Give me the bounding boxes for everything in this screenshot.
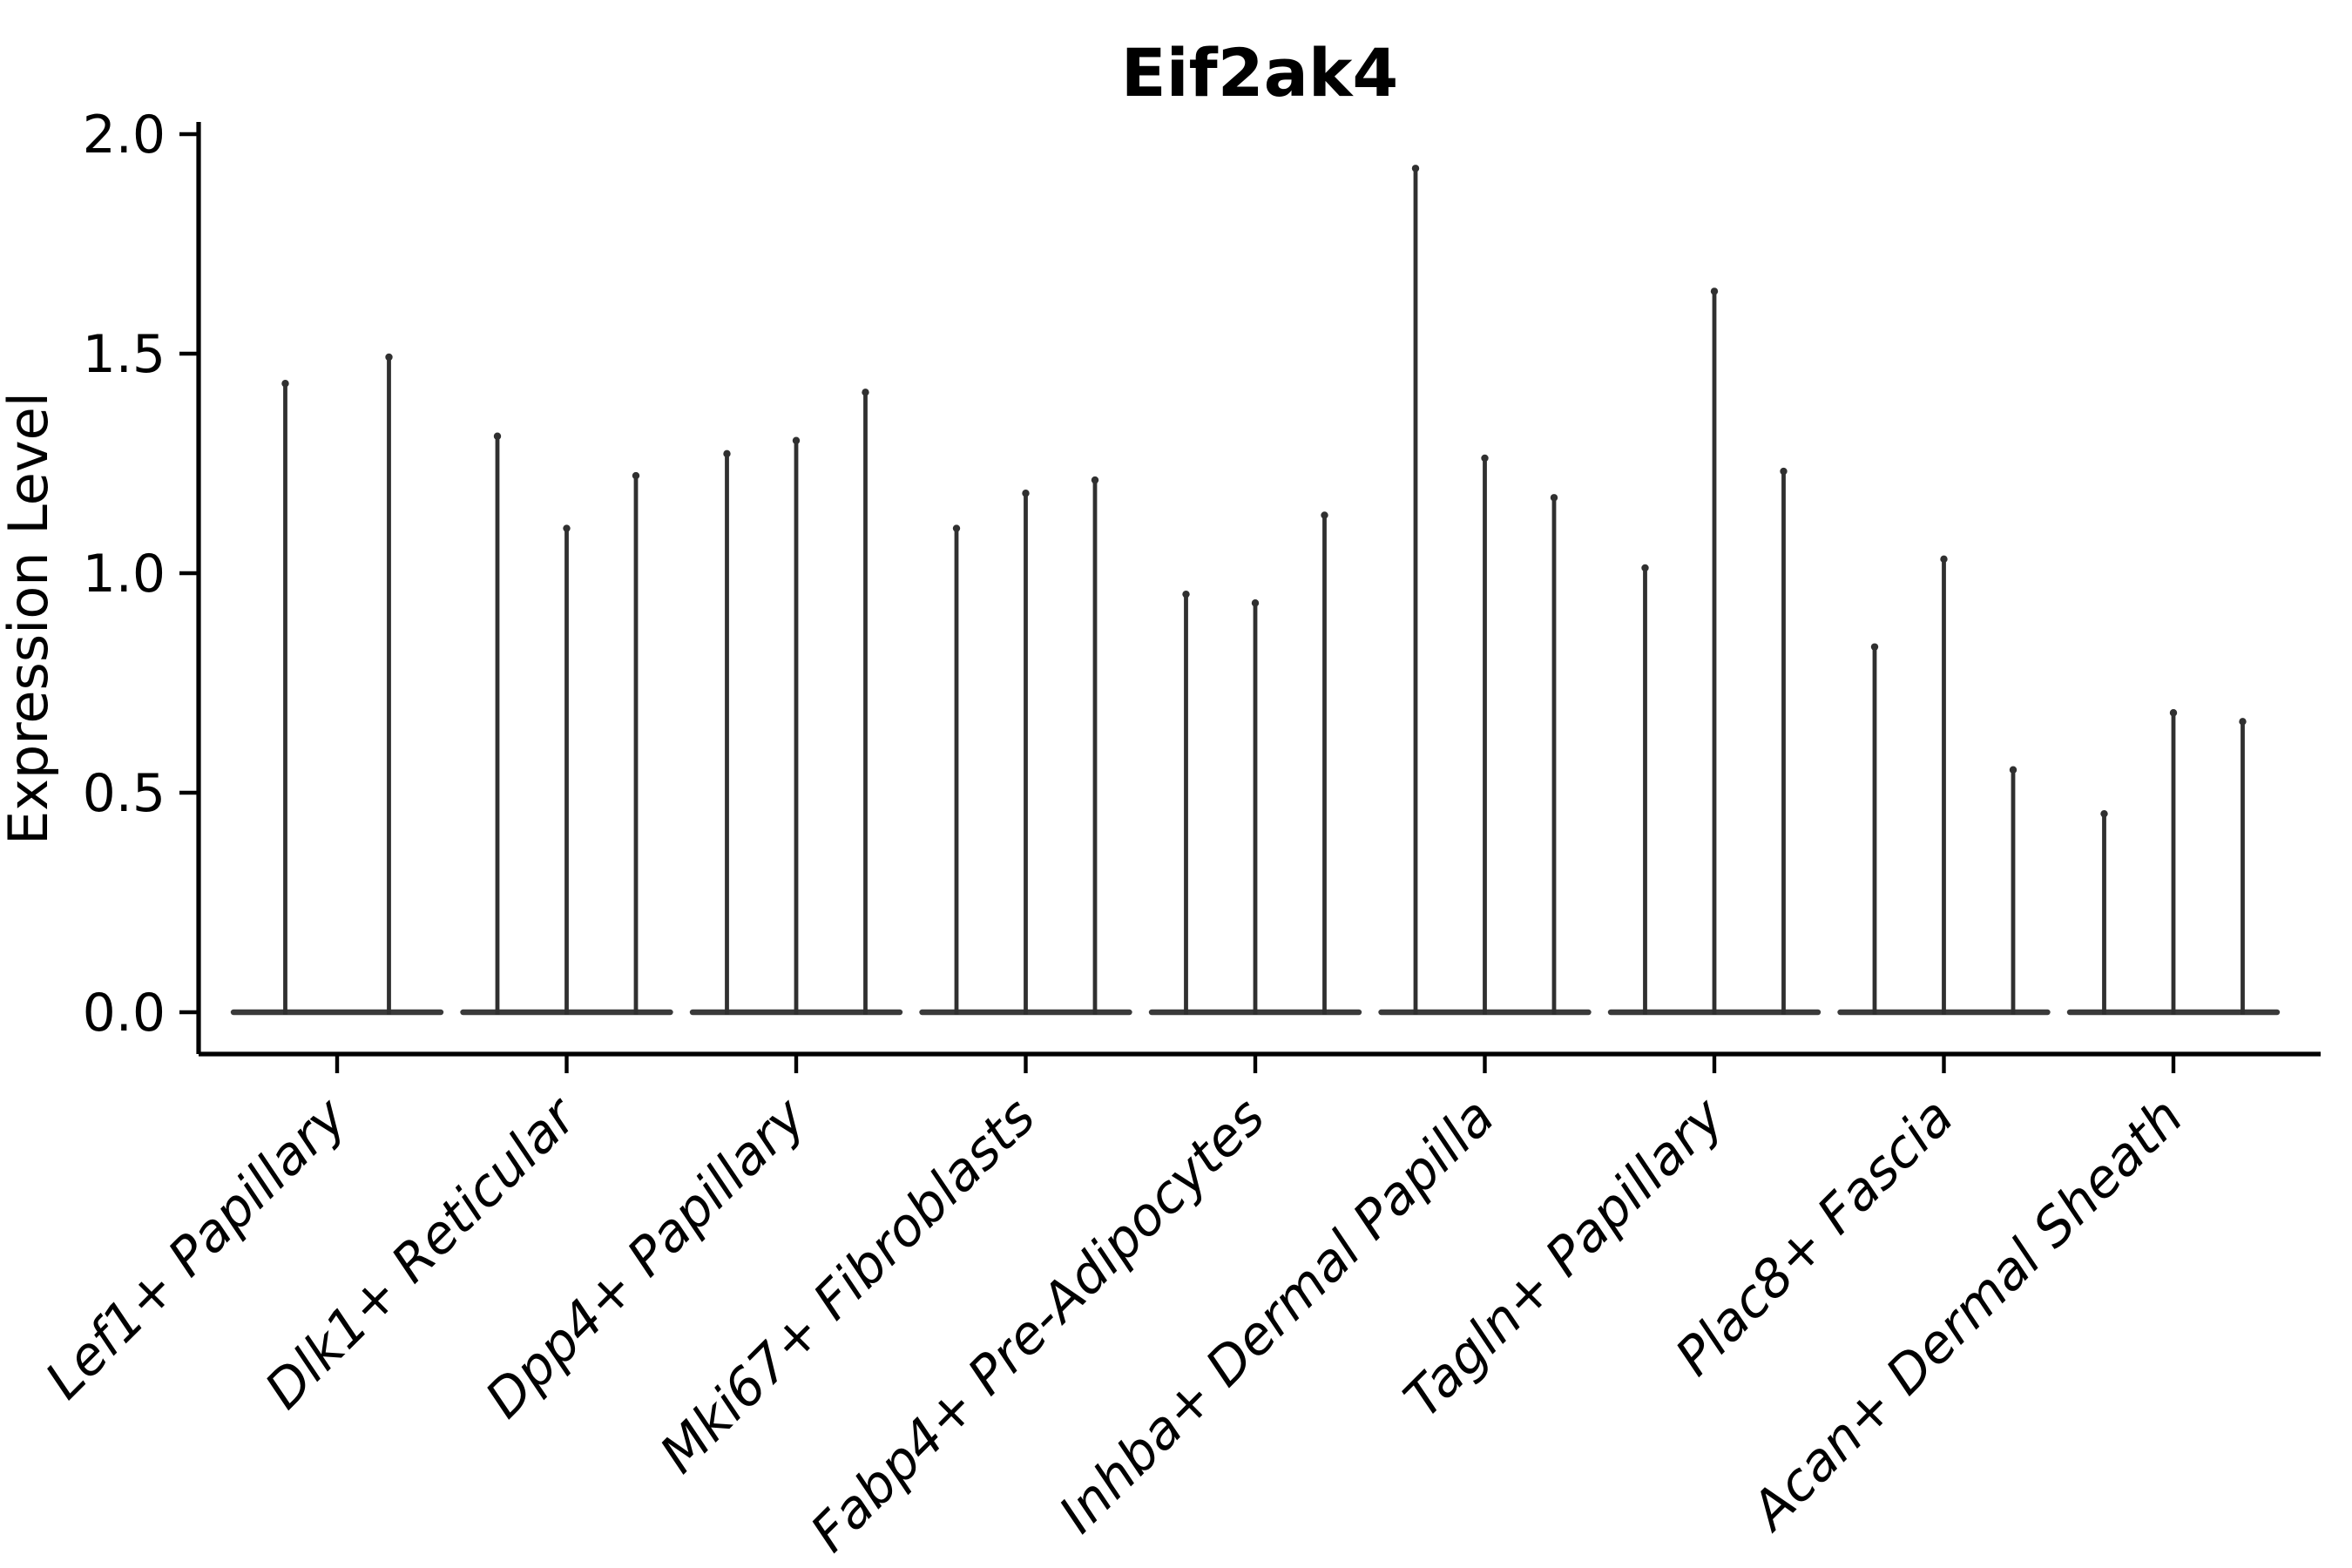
violin-spike-tip <box>1091 476 1099 484</box>
violin-spike-tip <box>1641 564 1649 572</box>
chart-title: Eif2ak4 <box>1121 34 1399 112</box>
y-tick-labels: 0.0 0.5 1.0 1.5 2.0 <box>83 105 166 1044</box>
violin-spike-tip <box>1481 454 1489 463</box>
violin-spike-tip <box>1870 643 1879 651</box>
y-tick-label: 1.0 <box>83 544 166 605</box>
violin-spike-tip <box>862 389 869 396</box>
violin-spike-tip <box>792 436 801 444</box>
violin-spike-tip <box>1321 511 1328 519</box>
violin-spike-tip <box>2239 718 2247 726</box>
x-category-label: Inhba+ Dermal Papilla <box>1048 1086 1506 1544</box>
violin-spike-tip <box>1940 555 1948 564</box>
violin-spike-tip <box>385 353 393 362</box>
violin-spike-tip <box>1780 467 1788 476</box>
violin-spike-tip <box>2009 766 2017 774</box>
violin-spike-tip <box>952 524 961 532</box>
violin-spike-tip <box>1251 599 1260 607</box>
x-category-label: Mki67+ Fibroblasts <box>649 1086 1048 1485</box>
y-tick-label: 1.5 <box>83 324 166 385</box>
y-axis-label: Expression Level <box>0 392 60 845</box>
violin-spike-tip <box>2169 709 2178 717</box>
violin-spike-tip <box>563 524 571 532</box>
violin-spike-tip <box>1182 590 1190 598</box>
violin-spike-tip <box>723 449 731 458</box>
y-tick-label: 0.5 <box>83 763 166 824</box>
y-tick-label: 2.0 <box>83 105 166 166</box>
axes <box>179 122 2321 1073</box>
violins-layer <box>230 165 2281 1016</box>
violin-spike-tip <box>1550 494 1558 502</box>
violin-spike-tip <box>1022 490 1030 497</box>
violin-spike-tip <box>2100 809 2108 818</box>
y-tick-label: 0.0 <box>83 983 166 1044</box>
x-category-label: Acan+ Dermal Sheath <box>1738 1086 2195 1544</box>
violin-spike-tip <box>1411 165 1420 172</box>
x-category-label: Fabp4+ Pre-Adipocytes <box>799 1086 1276 1564</box>
violin-spike-tip <box>493 432 502 440</box>
violin-spike-tip <box>1710 287 1719 295</box>
violin-spike-tip <box>632 471 640 480</box>
violin-spike-tip <box>281 380 289 388</box>
